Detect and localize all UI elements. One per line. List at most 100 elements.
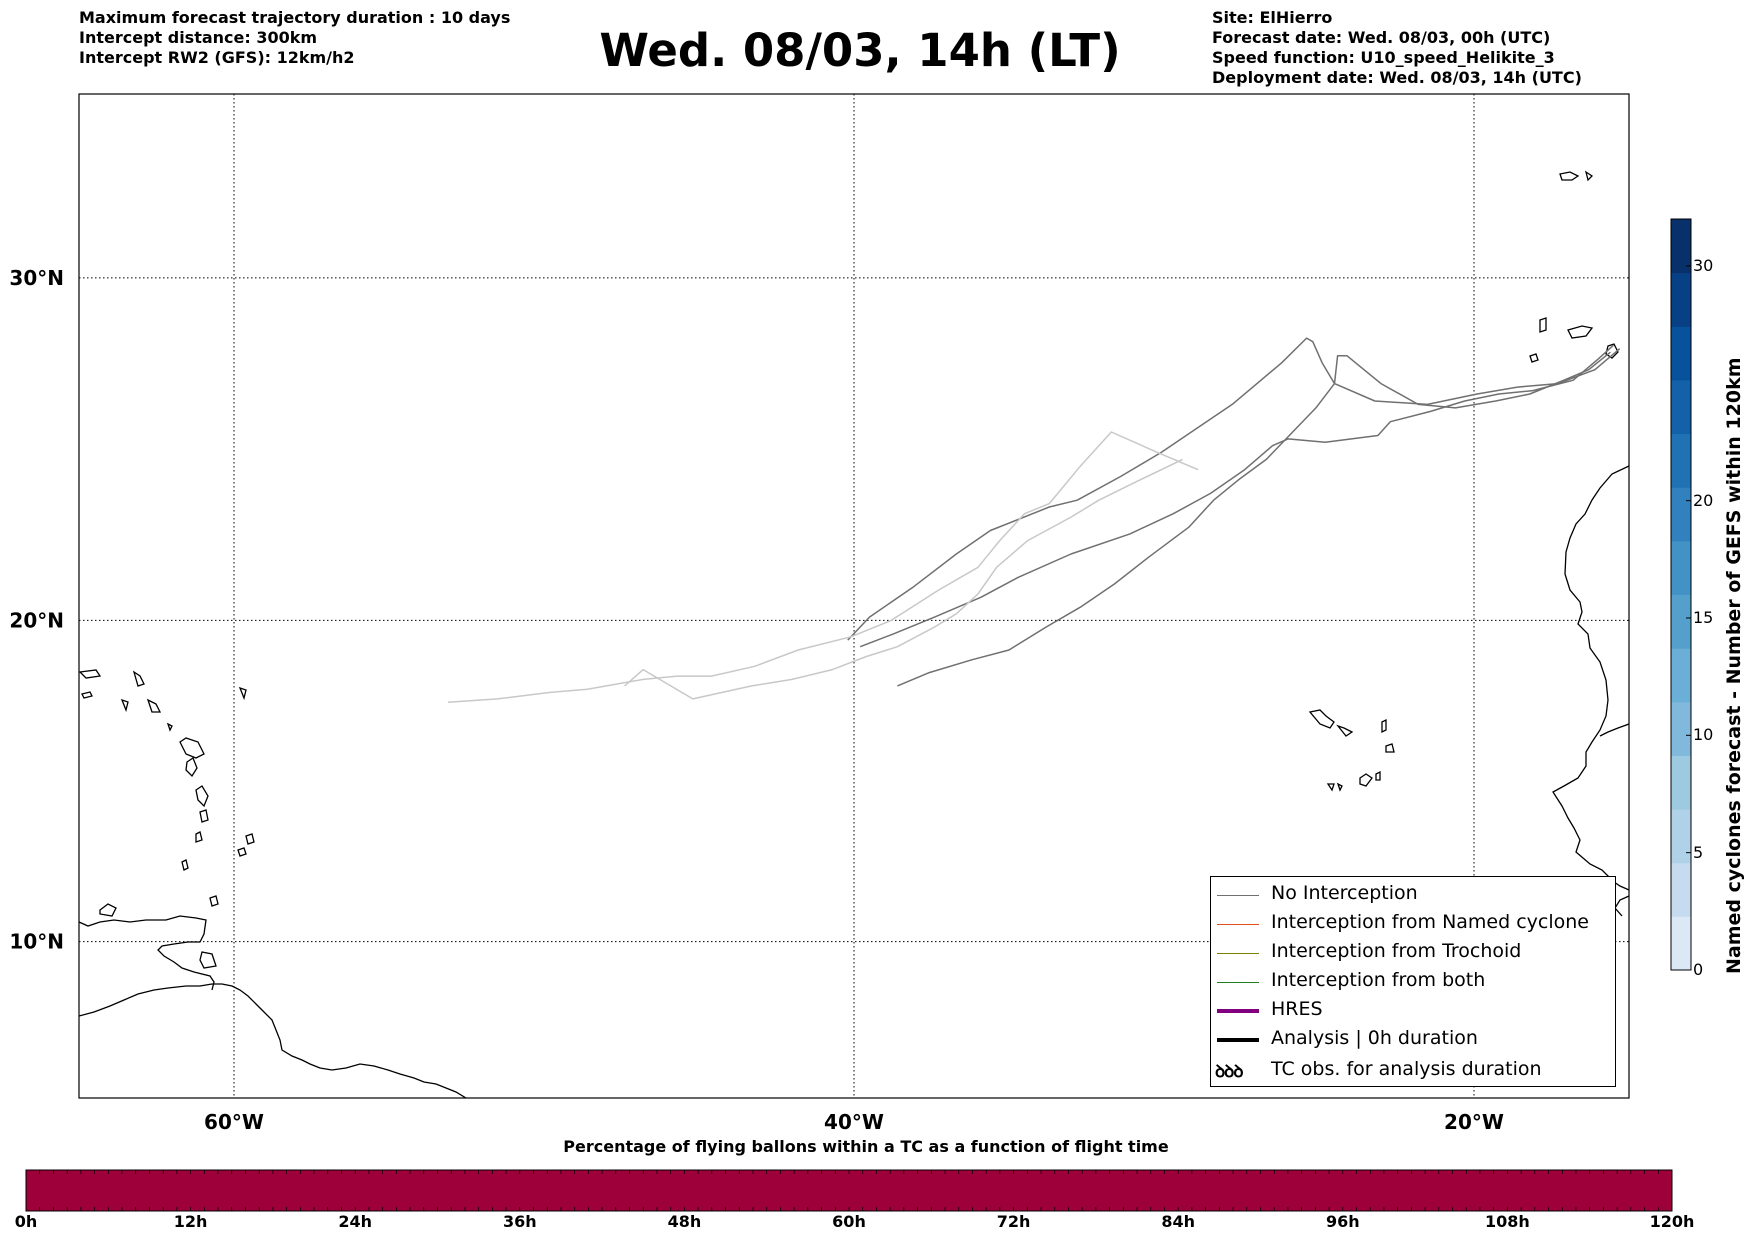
cape-verde-1 bbox=[1308, 709, 1335, 729]
legend-label: HRES bbox=[1271, 998, 1323, 1020]
bottom-bar-tick-label: 36h bbox=[502, 1212, 537, 1231]
colorbar-segment bbox=[1671, 540, 1691, 595]
lat-tick-label: 20°N bbox=[9, 608, 64, 632]
puerto-rico bbox=[79, 669, 102, 679]
colorbar-segment bbox=[1671, 326, 1691, 381]
canary-4 bbox=[1529, 353, 1539, 363]
deployment-date-text: Deployment date: Wed. 08/03, 14h (UTC) bbox=[1212, 68, 1582, 87]
legend-item: Interception from both bbox=[1211, 968, 1615, 997]
bottom-bar-fill bbox=[25, 1169, 1673, 1212]
colorbar-tick-label: 0 bbox=[1693, 960, 1704, 979]
lon-tick-label: 40°W bbox=[824, 1110, 884, 1134]
site-text: Site: ElHierro bbox=[1212, 8, 1333, 27]
canary-2 bbox=[1567, 325, 1594, 339]
map-frame bbox=[78, 93, 1630, 1099]
legend-item: No Interception bbox=[1211, 881, 1615, 910]
colorbar-frame bbox=[1670, 218, 1692, 971]
bottom-bar-tick-label: 24h bbox=[338, 1212, 373, 1231]
bottom-bar-tick-label: 0h bbox=[14, 1212, 38, 1231]
bottom-bar-tick-label: 60h bbox=[832, 1212, 866, 1231]
speed-function-text: Speed function: U10_speed_Helikite_3 bbox=[1212, 48, 1555, 67]
trinidad bbox=[199, 951, 217, 969]
cape-verde-3 bbox=[1381, 718, 1387, 734]
legend-label: Interception from Trochoid bbox=[1271, 940, 1522, 962]
lesser-antilles-4 bbox=[199, 809, 209, 823]
lesser-antilles-1 bbox=[179, 737, 205, 759]
colorbar-tick-label: 10 bbox=[1693, 725, 1714, 745]
lesser-antilles-2 bbox=[185, 757, 198, 778]
colorbar-segment bbox=[1671, 594, 1691, 649]
trajectory-line bbox=[897, 351, 1611, 687]
cape-verde-2 bbox=[1336, 724, 1354, 737]
legend-item: Interception from Named cyclone bbox=[1211, 910, 1615, 939]
colorbar-segment bbox=[1671, 379, 1691, 435]
tc-obs-icon: ꝺꝺꝺ bbox=[1215, 1062, 1244, 1082]
colorbar-segment bbox=[1671, 701, 1691, 756]
coastlines bbox=[79, 170, 1629, 1098]
legend-item: Analysis | 0h duration bbox=[1211, 1026, 1615, 1055]
intercept-rw2-text: Intercept RW2 (GFS): 12km/h2 bbox=[79, 48, 355, 67]
legend-item: ꝺꝺꝺ TC obs. for analysis duration bbox=[1211, 1057, 1615, 1086]
trajectories bbox=[447, 337, 1621, 703]
tobago bbox=[237, 847, 247, 857]
intercept-distance-text: Intercept distance: 300km bbox=[79, 28, 318, 47]
trajectory-line bbox=[447, 431, 1199, 703]
colorbar-tick-label: 20 bbox=[1693, 490, 1714, 510]
canary-1 bbox=[1539, 317, 1547, 333]
colorbar-segment bbox=[1671, 648, 1691, 703]
small-isles bbox=[132, 670, 173, 732]
legend-label: TC obs. for analysis duration bbox=[1271, 1058, 1542, 1080]
bottom-bar-title: Percentage of flying ballons within a TC… bbox=[563, 1137, 1169, 1156]
colorbar-tick-label: 15 bbox=[1693, 607, 1714, 627]
bottom-bar-tick-label: 48h bbox=[667, 1212, 702, 1231]
bottom-bar-tick-label: 12h bbox=[173, 1212, 208, 1231]
max-duration-text: Maximum forecast trajectory duration : 1… bbox=[79, 8, 511, 27]
cape-verde-4 bbox=[1385, 743, 1395, 753]
cape-verde-5 bbox=[1359, 773, 1373, 787]
colorbar bbox=[1670, 218, 1692, 971]
madeira bbox=[1559, 170, 1594, 182]
legend-swatch bbox=[1217, 923, 1259, 925]
trajectory-line bbox=[624, 458, 1183, 700]
grenada-set bbox=[120, 686, 247, 713]
colorbar-segment bbox=[1671, 433, 1691, 488]
venezuela-coastline bbox=[79, 915, 215, 991]
lon-tick-label: 20°W bbox=[1444, 1110, 1504, 1134]
legend-item: HRES bbox=[1211, 997, 1615, 1026]
legend-item: Interception from Trochoid bbox=[1211, 939, 1615, 968]
legend-label: No Interception bbox=[1271, 882, 1418, 904]
colorbar-tick-label: 30 bbox=[1693, 255, 1714, 275]
legend-label: Interception from Named cyclone bbox=[1271, 911, 1589, 933]
lat-tick-label: 10°N bbox=[9, 930, 64, 954]
legend-label: Interception from both bbox=[1271, 969, 1486, 991]
lon-tick-label: 60°W bbox=[204, 1110, 264, 1134]
lesser-antilles-3 bbox=[195, 785, 209, 808]
axis-labels: 30°N 20°N 10°N 60°W 40°W 20°W bbox=[9, 266, 1504, 1134]
legend-swatch bbox=[1217, 894, 1259, 896]
bottom-bar-tick-label: 72h bbox=[996, 1212, 1031, 1231]
lat-tick-label: 30°N bbox=[9, 266, 64, 290]
colorbar-segment bbox=[1671, 809, 1691, 864]
colorbar-segment bbox=[1671, 916, 1691, 971]
lesser-antilles-5 bbox=[195, 831, 203, 843]
virgin-islands bbox=[81, 691, 93, 699]
bottom-bar-tick-label: 96h bbox=[1325, 1212, 1360, 1231]
south-america-coastline bbox=[79, 983, 467, 1098]
lesser-antilles-6 bbox=[181, 859, 189, 871]
colorbar-segment bbox=[1671, 755, 1691, 810]
page-title: Wed. 08/03, 14h (LT) bbox=[599, 24, 1121, 77]
legend-label: Analysis | 0h duration bbox=[1271, 1027, 1478, 1049]
colorbar-segment bbox=[1671, 219, 1691, 274]
africa-coastline-2 bbox=[1599, 723, 1629, 917]
header-left: Maximum forecast trajectory duration : 1… bbox=[79, 8, 510, 68]
lesser-antilles-7 bbox=[209, 895, 219, 907]
colorbar-tick-label: 5 bbox=[1693, 842, 1704, 862]
trajectory-line bbox=[859, 344, 1615, 648]
africa-coastline bbox=[1552, 465, 1629, 891]
cape-verde-7 bbox=[1326, 782, 1343, 792]
barbados bbox=[245, 833, 255, 845]
bottom-bar-tick-label: 108h bbox=[1484, 1212, 1530, 1231]
bottom-bar-tick-label: 120h bbox=[1649, 1212, 1695, 1231]
header-right: Site: ElHierro Forecast date: Wed. 08/03… bbox=[1212, 8, 1582, 88]
